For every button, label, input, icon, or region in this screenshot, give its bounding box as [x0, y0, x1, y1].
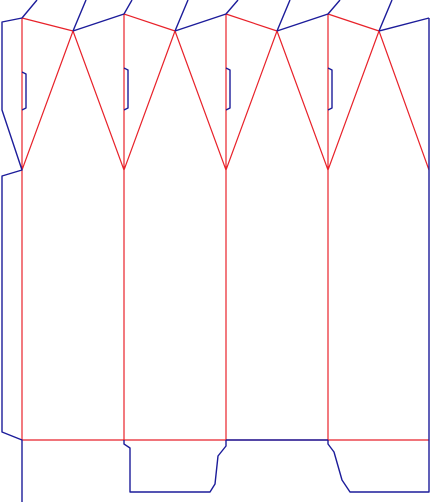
cut-bottom-flap-4 [327, 440, 430, 493]
fold-lines [21, 13, 430, 441]
fold-panel-1 [21, 17, 125, 440]
cut-top-panel-2 [123, 0, 227, 32]
fold-panel-3 [225, 13, 329, 440]
cut-top-panel-4 [327, 0, 430, 32]
cut-notch-3 [225, 67, 231, 111]
cut-top-panel-3 [225, 0, 329, 32]
cut-bottom-flap-2 [123, 440, 227, 493]
cut-notch-1 [21, 71, 27, 111]
cut-top-panel-1 [21, 0, 125, 32]
cut-notch-2 [123, 67, 129, 111]
cut-notch-4 [327, 67, 333, 111]
cut-glue-flap [1, 17, 23, 502]
fold-panel-4 [327, 13, 430, 440]
fold-panel-2 [123, 13, 227, 440]
